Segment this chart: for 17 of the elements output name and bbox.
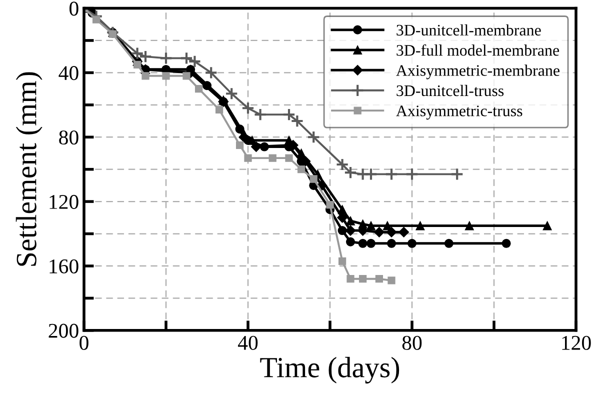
legend-label: 3D-unitcell-truss: [396, 84, 504, 96]
legend-label: 3D-full model-membrane: [396, 44, 560, 56]
y-tick-label: 160: [50, 259, 78, 274]
y-tick-label: 80: [59, 130, 78, 145]
x-axis-title: Time (days): [260, 356, 400, 384]
y-axis-title: Settlement (mm): [16, 72, 42, 266]
x-tick-label: 80: [402, 336, 422, 350]
y-tick-label: 40: [58, 66, 78, 80]
y-tick-label: 120: [50, 194, 78, 209]
x-tick-label: 40: [238, 336, 258, 350]
y-tick-label: 0: [70, 2, 78, 16]
legend-label: Axisymmetric-membrane: [396, 64, 560, 80]
legend-label: 3D-unitcell-membrane: [396, 24, 541, 36]
y-tick-label: 200: [48, 324, 78, 338]
legend-label: Axisymmetric-truss: [396, 106, 522, 120]
x-tick-label: 120: [562, 336, 591, 350]
x-tick-label: 0: [80, 336, 88, 350]
